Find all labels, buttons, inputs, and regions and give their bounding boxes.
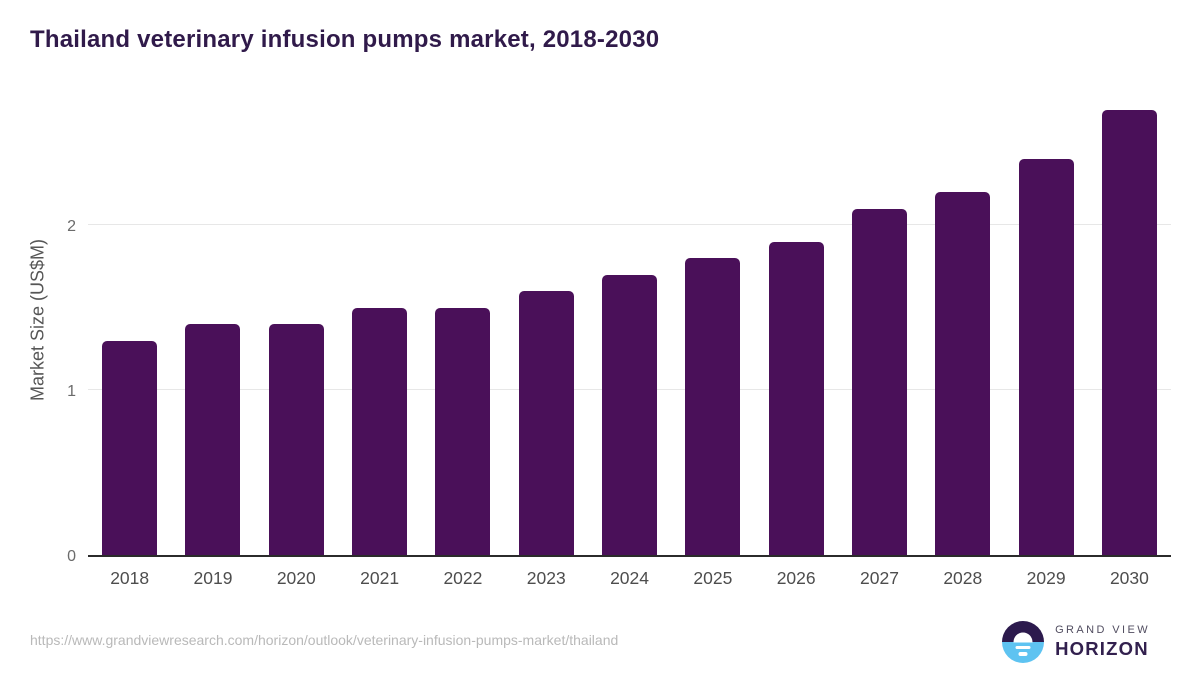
bar-slot-2022 [421,100,504,555]
bar-2025 [685,258,741,555]
bar-2018 [102,340,158,555]
x-tick-label-2024: 2024 [610,568,649,588]
x-tick-label-2027: 2027 [860,568,899,588]
gridline-y2 [88,224,1171,225]
sun-dome-shape [1013,632,1033,642]
bar-slot-2028 [921,100,1004,555]
bar-slot-2024 [588,100,671,555]
x-tick-label-2020: 2020 [276,568,316,588]
y-axis-ticks: 0 1 2 [0,100,76,565]
bar-slot-2019 [171,100,254,555]
bar-2020 [268,324,324,555]
bar-slot-2027 [838,100,921,555]
bar-slot-2021 [338,100,421,555]
plot-area [88,100,1171,557]
y-tick-label: 2 [67,218,76,235]
reflection-line [1015,645,1031,649]
chart-title: Thailand veterinary infusion pumps marke… [30,26,660,53]
x-tick-label-2019: 2019 [193,568,233,588]
x-tick-label-2018: 2018 [110,568,150,588]
bar-slot-2026 [755,100,838,555]
y-tick-label: 1 [67,383,76,400]
bar-slot-2030 [1088,100,1171,555]
x-tick-label-2022: 2022 [443,568,483,588]
x-tick-label-2023: 2023 [526,568,566,588]
bar-2022 [435,307,491,555]
bar-slot-2020 [255,100,338,555]
bar-2028 [935,192,991,555]
bar-2030 [1101,109,1157,555]
x-tick-label-2030: 2030 [1109,568,1149,588]
bar-slot-2025 [671,100,754,555]
bar-slot-2018 [88,100,171,555]
logo-brand-bottom: HORIZON [1055,638,1149,659]
source-url: https://www.grandviewresearch.com/horizo… [30,632,619,648]
x-axis-labels: 2018 2019 2020 2021 2022 2023 2024 2025 2026 2027… [88,568,1171,589]
reflection-line [1018,652,1028,656]
x-tick-label-2029: 2029 [1026,568,1066,588]
logo-wordmark: GRAND VIEW HORIZON [1055,624,1150,660]
horizon-sun-icon [1002,621,1045,663]
bar-2023 [518,291,574,555]
grandview-horizon-logo: GRAND VIEW HORIZON [1002,621,1150,663]
x-tick-label-2021: 2021 [360,568,400,588]
x-tick-label-2028: 2028 [943,568,983,588]
bar-2026 [768,241,824,555]
bar-2024 [602,274,658,555]
bar-2021 [352,307,408,555]
bar-slot-2029 [1004,100,1087,555]
y-tick-label: 0 [67,548,76,565]
logo-brand-top: GRAND VIEW [1055,624,1150,636]
bar-2029 [1018,159,1074,555]
bar-2027 [851,208,907,555]
x-tick-label-2026: 2026 [776,568,816,588]
bars-container [88,100,1171,555]
x-tick-label-2025: 2025 [693,568,733,588]
bar-slot-2023 [505,100,588,555]
bar-2019 [185,324,241,555]
